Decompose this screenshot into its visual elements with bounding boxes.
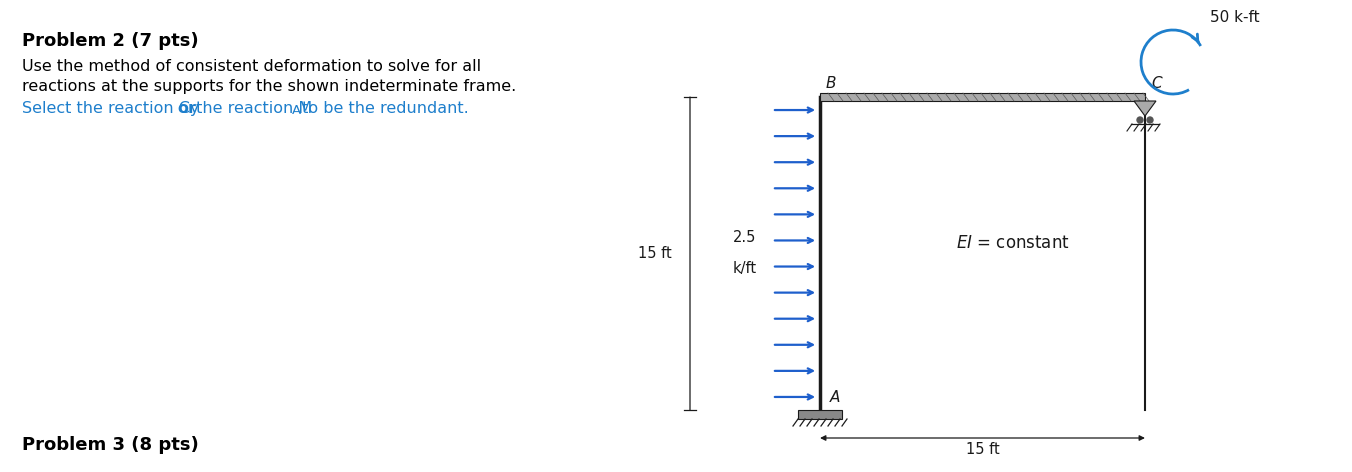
Text: the reaction M: the reaction M bbox=[191, 101, 312, 116]
Text: Problem 2 (7 pts): Problem 2 (7 pts) bbox=[22, 32, 199, 50]
Bar bbox=[798, 410, 842, 419]
Text: 2.5: 2.5 bbox=[733, 230, 757, 245]
Text: Select the reaction Cy: Select the reaction Cy bbox=[22, 101, 204, 116]
Text: A: A bbox=[830, 390, 841, 405]
Text: B: B bbox=[826, 76, 837, 91]
Text: to be the redundant.: to be the redundant. bbox=[297, 101, 469, 116]
Text: or: or bbox=[177, 101, 196, 116]
Text: 15 ft: 15 ft bbox=[638, 246, 672, 261]
Text: $EI$ = constant: $EI$ = constant bbox=[956, 235, 1069, 253]
Text: Use the method of consistent deformation to solve for all: Use the method of consistent deformation… bbox=[22, 59, 481, 74]
Text: Problem 3 (8 pts): Problem 3 (8 pts) bbox=[22, 436, 199, 454]
Text: 15 ft: 15 ft bbox=[965, 442, 999, 457]
Text: k/ft: k/ft bbox=[733, 261, 757, 277]
Circle shape bbox=[1146, 117, 1153, 123]
Text: reactions at the supports for the shown indeterminate frame.: reactions at the supports for the shown … bbox=[22, 79, 516, 94]
Bar bbox=[821, 93, 1145, 101]
Polygon shape bbox=[1134, 101, 1156, 116]
Text: C: C bbox=[1151, 76, 1161, 91]
Circle shape bbox=[1137, 117, 1142, 123]
Text: A: A bbox=[292, 104, 301, 117]
Text: 50 k-ft: 50 k-ft bbox=[1210, 10, 1260, 25]
